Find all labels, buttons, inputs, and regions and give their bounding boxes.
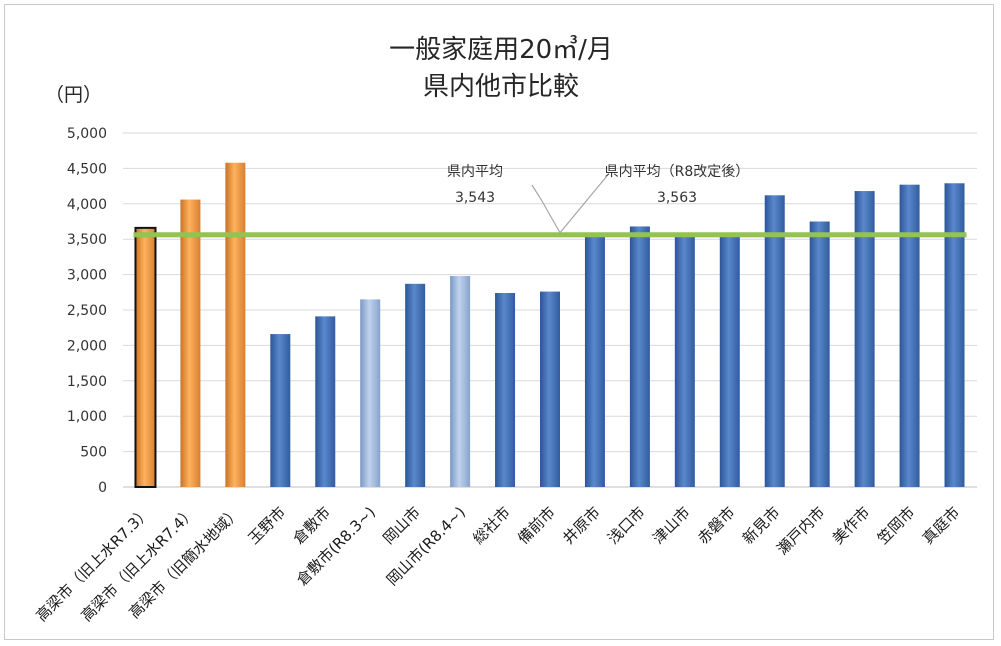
x-category-label-19: 真庭市: [919, 503, 964, 548]
annotation-leader-2: [559, 175, 608, 234]
bar-14: [719, 235, 740, 487]
x-category-label-8: 岡山市(R8.4~): [383, 503, 469, 589]
x-category-label-11: 井原市: [559, 503, 604, 548]
bar-2: [180, 199, 201, 487]
bar-9: [495, 293, 516, 487]
bar-13: [674, 235, 695, 487]
x-category-label-17: 美作市: [829, 503, 874, 548]
annotations: 県内平均 3,543 県内平均（R8改定後） 3,563: [447, 164, 750, 234]
bar-11: [584, 236, 605, 487]
x-axis-categories: 高梁市（旧上水R7.3）高梁市（旧上水R7.4）高梁市（旧簡水地域） 玉野市 倉敷市…: [32, 503, 963, 625]
annotation-value-2: 3,563: [657, 190, 697, 206]
annotation-value-1: 3,543: [455, 190, 495, 206]
annotation-leader-1: [531, 184, 561, 234]
y-axis-ticks: 0 500 1,000 1,500 2,000 2,500 3,000 3,500 4,000 4…: [67, 126, 107, 496]
y-tick-label-2500: 2,500: [67, 303, 107, 319]
y-tick-label-3000: 3,000: [67, 268, 107, 284]
y-tick-label-4500: 4,500: [67, 161, 107, 177]
y-tick-label-1500: 1,500: [67, 374, 107, 390]
reference-lines: [133, 232, 967, 238]
chart-canvas: 一般家庭用20㎥/月 県内他市比較 （円） 0 500 1,000 1,500 2,00…: [32, 35, 977, 625]
bar-1: [134, 226, 157, 488]
chart-title-line-1: 一般家庭用20㎥/月: [389, 35, 613, 65]
annotation-label-2: 県内平均（R8改定後）: [605, 164, 750, 180]
bar-6: [360, 299, 381, 487]
x-category-label-18: 笠岡市: [874, 503, 919, 548]
bar-12: [629, 226, 650, 487]
x-category-label-13: 津山市: [649, 503, 694, 548]
bar-8: [450, 276, 471, 487]
y-tick-label-5000: 5,000: [67, 126, 107, 142]
y-tick-label-3500: 3,500: [67, 232, 107, 248]
bar-17: [854, 191, 875, 487]
y-tick-label-1000: 1,000: [67, 409, 107, 425]
x-category-label-4: 玉野市: [245, 503, 290, 548]
chart-title-line-2: 県内他市比較: [423, 72, 579, 102]
y-axis-unit-label: （円）: [45, 84, 102, 106]
x-category-label-6: 倉敷市(R8.3~): [293, 503, 379, 589]
y-tick-label-4000: 4,000: [67, 197, 107, 213]
y-tick-label-0: 0: [98, 480, 107, 496]
bar-4: [270, 334, 291, 487]
bars: [134, 162, 965, 488]
x-category-label-12: 浅口市: [604, 503, 649, 548]
bar-10: [540, 291, 560, 487]
bar-16: [809, 221, 830, 487]
bar-15: [764, 195, 785, 487]
x-category-label-10: 備前市: [514, 503, 559, 548]
bar-5: [315, 316, 336, 487]
bar-7: [405, 283, 426, 487]
bar-19: [944, 183, 965, 487]
x-category-label-16: 瀬戸内市: [773, 503, 828, 558]
x-category-label-14: 赤磐市: [694, 503, 739, 548]
annotation-label-1: 県内平均: [447, 164, 503, 180]
bar-3: [225, 162, 246, 487]
y-tick-label-500: 500: [80, 445, 107, 461]
y-tick-label-2000: 2,000: [67, 338, 107, 354]
x-category-label-9: 総社市: [469, 503, 514, 548]
bar-18: [899, 184, 920, 487]
chart-frame: 一般家庭用20㎥/月 県内他市比較 （円） 0 500 1,000 1,500 2,00…: [4, 4, 994, 640]
